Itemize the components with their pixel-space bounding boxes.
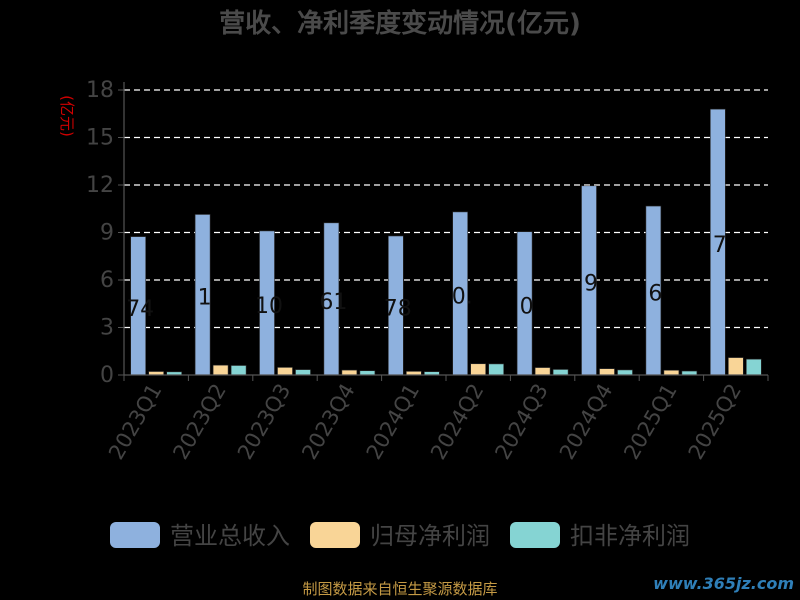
x-tick-label: 2024Q1 <box>362 380 424 464</box>
y-tick-label: 9 <box>100 221 114 246</box>
x-tick-label: 2023Q4 <box>297 380 359 464</box>
y-tick-label: 12 <box>86 173 114 198</box>
x-tick-label: 2025Q1 <box>619 380 681 464</box>
x-tick-label: 2023Q3 <box>233 380 295 464</box>
x-tick-label: 2024Q4 <box>555 380 617 464</box>
data-label: 0. <box>452 284 473 309</box>
data-label: 78 <box>384 296 412 321</box>
data-label: 1 <box>198 286 212 311</box>
axes: 0 3 6 9 12 15 18 2023Q1 2023Q2 2023Q3 2023Q4 2024Q1… <box>86 78 769 464</box>
data-label: 61 <box>319 290 347 315</box>
legend[interactable]: 营业总收入 归母净利润 扣非净利润 <box>110 522 690 550</box>
bar <box>488 363 505 376</box>
bar <box>359 370 376 376</box>
data-label: 0 <box>520 294 534 319</box>
y-tick-label: 6 <box>100 268 114 293</box>
bar <box>230 365 247 376</box>
bar <box>617 369 633 376</box>
data-label: 10 <box>255 294 283 319</box>
x-tick-label: 2024Q3 <box>490 380 552 464</box>
bar <box>599 368 615 376</box>
source-footer: 制图数据来自恒生聚源数据库 <box>302 580 498 598</box>
legend-swatch[interactable] <box>310 522 360 548</box>
bar <box>663 369 680 376</box>
legend-swatch[interactable] <box>110 522 160 548</box>
bar <box>534 367 551 376</box>
x-tick-label: 2023Q1 <box>104 380 166 464</box>
data-label: 6 <box>648 282 662 307</box>
data-label: 74 <box>126 297 154 322</box>
chart-title: 营收、净利季度变动情况(亿元) <box>219 8 581 39</box>
data-labels: 74 1 10 61 78 0. 0 9 6 7 <box>126 233 727 322</box>
y-tick-label: 18 <box>86 78 114 103</box>
bar <box>727 357 744 376</box>
bar <box>295 369 311 376</box>
legend-label[interactable]: 扣非净利润 <box>570 522 690 550</box>
y-tick-label: 3 <box>100 316 114 341</box>
x-tick-label: 2024Q2 <box>426 380 488 464</box>
y-tick-label: 0 <box>100 363 114 388</box>
legend-label[interactable]: 归母净利润 <box>370 522 490 550</box>
watermark: www.365jz.com <box>653 574 794 593</box>
data-label: 7 <box>713 233 727 258</box>
bar <box>341 369 358 376</box>
bar <box>470 363 487 376</box>
legend-label[interactable]: 营业总收入 <box>170 522 290 550</box>
gridlines <box>124 89 768 329</box>
data-label: 9 <box>584 271 598 296</box>
bar <box>277 367 293 376</box>
x-tick-label: 2023Q2 <box>168 380 230 464</box>
y-tick-label: 15 <box>86 126 114 151</box>
bar <box>745 358 762 376</box>
legend-swatch[interactable] <box>510 522 560 548</box>
bar <box>212 364 229 376</box>
bar <box>552 369 569 376</box>
y-axis-label: (亿元) <box>58 95 76 137</box>
bars <box>130 108 762 376</box>
x-tick-label: 2025Q2 <box>684 380 746 464</box>
